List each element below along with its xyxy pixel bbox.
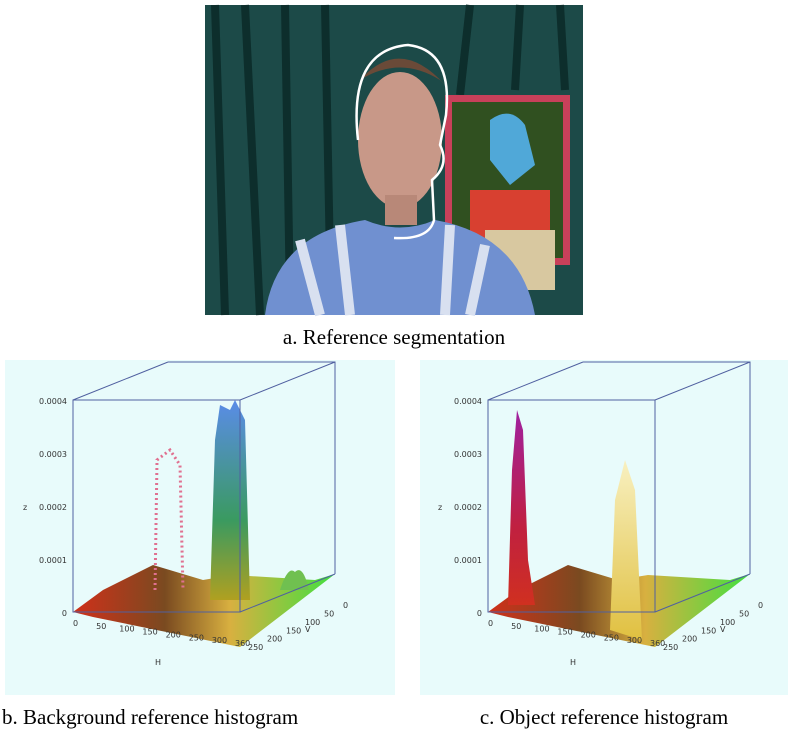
z-tick-label: 0.0001 xyxy=(39,556,67,565)
surface xyxy=(73,565,335,647)
z-tick-label: 0.0003 xyxy=(454,450,482,459)
axis-label: z xyxy=(23,503,27,512)
v-tick-label: 0 xyxy=(343,601,348,610)
h-tick-label: 250 xyxy=(604,633,619,642)
h-tick-label: 150 xyxy=(142,628,157,637)
peak xyxy=(508,410,535,605)
v-tick-label: 150 xyxy=(286,626,301,635)
panel-background xyxy=(420,360,788,695)
z-tick-label: 0.0004 xyxy=(454,397,482,406)
v-tick-label: 50 xyxy=(324,610,334,619)
h-tick-label: 100 xyxy=(534,625,549,634)
z-tick-label: 0.0002 xyxy=(454,503,482,512)
peak xyxy=(280,570,309,590)
h-tick-label: 150 xyxy=(557,628,572,637)
h-tick-label: 200 xyxy=(581,630,596,639)
panel-background xyxy=(5,360,395,695)
v-tick-label: 150 xyxy=(701,626,716,635)
axis-label: z xyxy=(438,503,442,512)
peak xyxy=(153,447,185,591)
axis-label: H xyxy=(155,658,161,667)
v-tick-label: 200 xyxy=(682,635,697,644)
axis-box xyxy=(72,361,336,613)
v-tick-label: 100 xyxy=(720,618,735,627)
h-tick-label: 200 xyxy=(166,630,181,639)
axis-label: V xyxy=(720,625,726,634)
h-tick-label: 300 xyxy=(212,636,227,645)
z-tick-label: 0.0002 xyxy=(39,503,67,512)
caption: b. Background reference histogram xyxy=(2,705,298,729)
z-tick-label: 0.0001 xyxy=(454,556,482,565)
h-tick-label: 50 xyxy=(511,622,521,631)
z-tick-label: 0.0003 xyxy=(39,450,67,459)
v-tick-label: 0 xyxy=(758,601,763,610)
v-tick-label: 250 xyxy=(663,643,678,652)
z-tick-label: 0 xyxy=(477,609,482,618)
h-tick-label: 0 xyxy=(73,619,78,628)
h-tick-label: 50 xyxy=(96,622,106,631)
h-tick-label: 360 xyxy=(235,639,250,648)
caption: a. Reference segmentation xyxy=(283,325,506,349)
photo xyxy=(205,4,583,317)
axis-label: H xyxy=(570,658,576,667)
h-tick-label: 300 xyxy=(627,636,642,645)
z-tick-label: 0.0004 xyxy=(39,397,67,406)
h-tick-label: 360 xyxy=(650,639,665,648)
h-tick-label: 250 xyxy=(189,633,204,642)
v-tick-label: 250 xyxy=(248,643,263,652)
axis-box xyxy=(487,361,751,613)
h-tick-label: 0 xyxy=(488,619,493,628)
z-tick-label: 0 xyxy=(62,609,67,618)
v-tick-label: 50 xyxy=(739,610,749,619)
axis-label: V xyxy=(305,625,311,634)
caption: c. Object reference histogram xyxy=(480,705,728,729)
v-tick-label: 100 xyxy=(305,618,320,627)
v-tick-label: 200 xyxy=(267,635,282,644)
peak xyxy=(610,460,642,640)
h-tick-label: 100 xyxy=(119,625,134,634)
